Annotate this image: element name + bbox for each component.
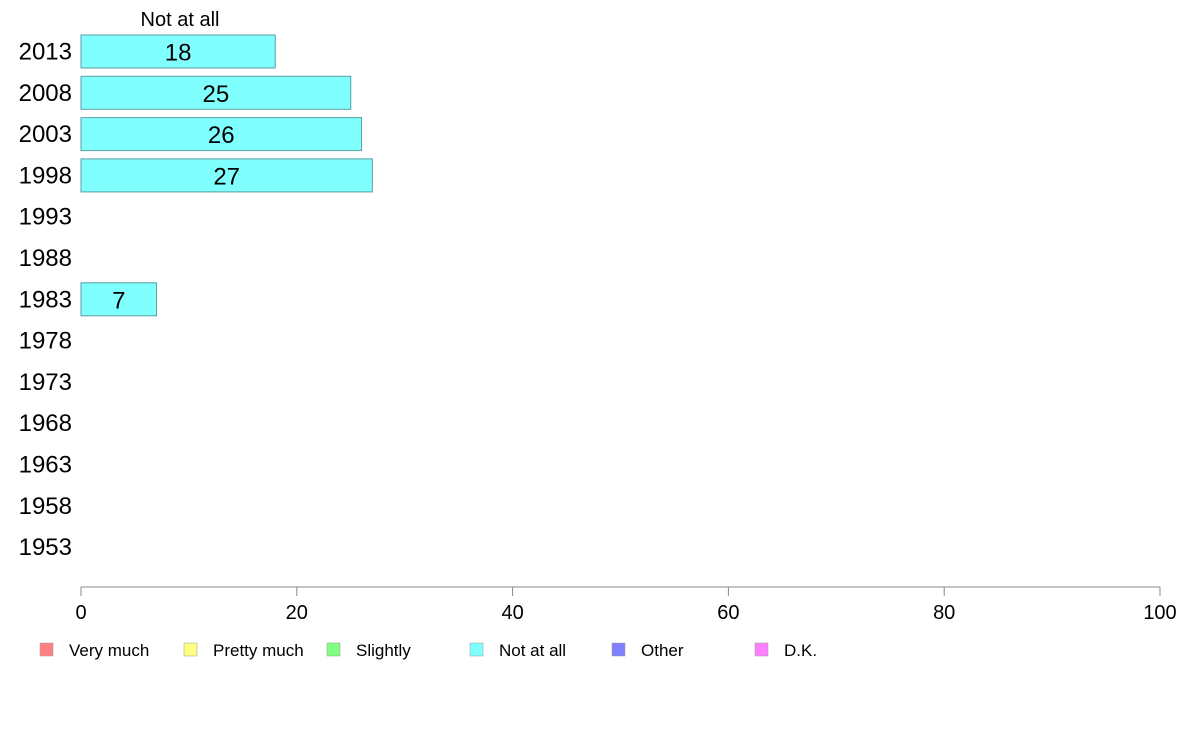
legend-swatch [611, 642, 626, 657]
bar-value-label: 26 [208, 122, 235, 149]
bar [80, 117, 363, 152]
legend-swatch [754, 642, 769, 657]
legend-label: Very much [69, 641, 149, 660]
legend-swatch [39, 642, 54, 657]
year-label: 1968 [19, 410, 72, 437]
year-label: 1958 [19, 493, 72, 520]
legend-swatch [183, 642, 198, 657]
legend-swatch [469, 642, 484, 657]
bar-value-label: 27 [213, 163, 240, 190]
year-label: 1983 [19, 286, 72, 313]
year-labels: 2013 2008 2003 1998 1993 1988 1983 1978 1973 1968… [19, 39, 72, 562]
year-label: 1988 [19, 245, 72, 272]
bar [80, 158, 373, 193]
year-label: 2013 [19, 39, 72, 66]
x-tick-label: 20 [286, 602, 308, 624]
year-label: 1993 [19, 204, 72, 231]
x-tick-label: 60 [717, 602, 739, 624]
year-label: 1973 [19, 369, 72, 396]
x-tick-label: 100 [1143, 602, 1176, 624]
year-label: 1978 [19, 328, 72, 355]
year-label: 1953 [19, 534, 72, 561]
bar-value-label: 25 [203, 81, 230, 108]
legend-label: Pretty much [213, 641, 304, 660]
legend-label: D.K. [784, 641, 817, 660]
year-label: 2008 [19, 80, 72, 107]
bar-value-label: 7 [112, 287, 125, 314]
year-label: 1963 [19, 452, 72, 479]
year-label: 2003 [19, 121, 72, 148]
x-tick-label: 40 [501, 602, 523, 624]
year-label: 1998 [19, 162, 72, 189]
bar [80, 75, 352, 110]
legend-swatch [326, 642, 341, 657]
chart-title: Not at all [141, 9, 220, 31]
x-axis: 0 20 40 60 80 100 [75, 586, 1177, 624]
legend-label: Not at all [499, 641, 566, 660]
x-tick-label: 0 [75, 602, 86, 624]
bar [80, 34, 276, 69]
x-tick-label: 80 [933, 602, 955, 624]
bars: 18 25 26 27 7 [80, 34, 373, 317]
legend-label: Other [641, 641, 684, 660]
legend: Very much Pretty much Slightly Not at all Ot… [39, 641, 817, 660]
bar-value-label: 18 [165, 40, 192, 67]
bar [80, 282, 158, 317]
legend-label: Slightly [356, 641, 411, 660]
